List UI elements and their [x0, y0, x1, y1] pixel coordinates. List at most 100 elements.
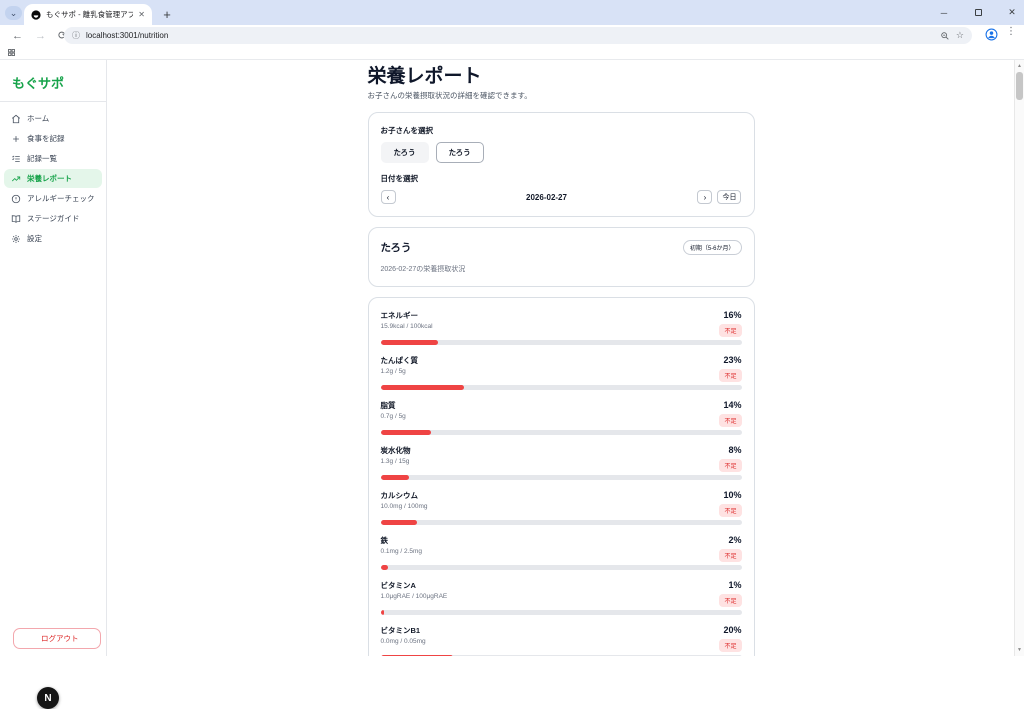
tab-search-button[interactable]: ⌄ — [5, 6, 22, 20]
sidebar-nav: ホーム 食事を記録 記録一覧 栄養レポート アレルギーチェック ステージガイド … — [0, 102, 106, 255]
scroll-down-icon[interactable]: ▼ — [1017, 647, 1022, 653]
today-button[interactable]: 今日 — [717, 190, 742, 204]
app-logo: もぐサポ — [0, 60, 106, 102]
close-button[interactable]: ✕ — [1008, 7, 1016, 17]
page-title: 栄養レポート — [367, 66, 482, 87]
sidebar-item-label: 食事を記録 — [27, 134, 65, 143]
date-select-label: 日付を選択 — [380, 174, 419, 183]
nutrient-value: 1.0μgRAE / 100μgRAE — [380, 593, 448, 600]
nutrient-list: エネルギー 15.9kcal / 100kcal 16% 不足 たんぱく質 1.… — [380, 310, 742, 656]
browser-menu-icon[interactable]: ⋮ — [1006, 26, 1016, 37]
nutrient-progress-fill — [380, 565, 388, 570]
sidebar-item-home[interactable]: ホーム — [4, 109, 102, 128]
site-info-icon[interactable]: ⓘ — [72, 31, 80, 40]
nutrient-name: 脂質 — [380, 401, 396, 410]
child-select-button[interactable]: たろう — [435, 142, 484, 163]
nutrient-row: たんぱく質 1.2g / 5g 23% 不足 — [380, 355, 742, 390]
sidebar-item-label: 記録一覧 — [27, 154, 57, 163]
reload-icon[interactable]: ⟳ — [58, 30, 68, 42]
nutrient-progress-fill — [380, 340, 439, 345]
nutrient-name: 炭水化物 — [380, 446, 411, 455]
sidebar-item-trend[interactable]: 栄養レポート — [4, 169, 102, 188]
nutrient-row: 鉄 0.1mg / 2.5mg 2% 不足 — [380, 535, 742, 570]
sidebar-item-plus[interactable]: 食事を記録 — [4, 129, 102, 148]
nutrient-progress-track — [380, 610, 742, 615]
bookmarks-bar — [0, 46, 1024, 60]
nutrient-percent: 20% — [723, 625, 742, 635]
new-tab-button[interactable]: + — [163, 6, 171, 22]
browser-toolbar: ← → ⟳ ⓘ localhost:3001/nutrition ☆ ⋮ — [0, 25, 1024, 46]
sidebar-item-label: 設定 — [27, 234, 42, 243]
back-icon[interactable]: ← — [12, 29, 23, 42]
nutrient-row: 脂質 0.7g / 5g 14% 不足 — [380, 400, 742, 435]
nutrient-progress-track — [380, 340, 742, 345]
child-select-button[interactable]: たろう — [380, 142, 429, 163]
home-icon — [11, 114, 21, 124]
selected-date: 2026-02-27 — [526, 192, 567, 202]
sidebar: もぐサポ ホーム 食事を記録 記録一覧 栄養レポート アレルギーチェック ステー… — [0, 60, 107, 656]
nutrient-status-badge: 不足 — [719, 459, 742, 472]
tab-close-icon[interactable]: ✕ — [138, 10, 145, 19]
nutrient-name: ビタミンA — [380, 581, 416, 590]
nutrient-name: カルシウム — [380, 491, 419, 500]
address-bar[interactable]: ⓘ localhost:3001/nutrition ☆ — [64, 27, 972, 44]
nutrient-row: ビタミンA 1.0μgRAE / 100μgRAE 1% 不足 — [380, 580, 742, 615]
nutrient-value: 0.7g / 5g — [380, 413, 406, 420]
nutrient-status-badge: 不足 — [719, 414, 742, 427]
nutrient-percent: 14% — [723, 400, 742, 410]
scrollbar-thumb[interactable] — [1016, 72, 1023, 100]
browser-tab[interactable]: もぐサポ - 離乳食管理アプリ ✕ — [24, 4, 152, 25]
nutrient-value: 0.1mg / 2.5mg — [380, 548, 423, 555]
nutrient-value: 1.3g / 15g — [380, 458, 410, 465]
sidebar-item-label: 栄養レポート — [27, 174, 72, 183]
selector-card: お子さんを選択 たろう たろう 日付を選択 ‹ 2026-02-27 › 今日 — [367, 112, 755, 217]
child-select-label: お子さんを選択 — [380, 126, 434, 135]
child-button-row: たろう たろう — [380, 142, 742, 163]
child-name: たろう — [380, 242, 412, 254]
nutrient-value: 10.0mg / 100mg — [380, 503, 428, 510]
list-icon — [11, 154, 21, 164]
prev-date-button[interactable]: ‹ — [380, 190, 396, 204]
minimize-button[interactable]: ─ — [940, 7, 948, 18]
nutrient-row: ビタミンB1 0.0mg / 0.05mg 20% 不足 — [380, 625, 742, 656]
sidebar-item-label: アレルギーチェック — [27, 194, 95, 203]
nutrient-row: エネルギー 15.9kcal / 100kcal 16% 不足 — [380, 310, 742, 345]
maximize-button[interactable] — [972, 9, 984, 16]
nutrient-progress-track — [380, 430, 742, 435]
nutrient-progress-track — [380, 520, 742, 525]
forward-icon[interactable]: → — [35, 29, 46, 42]
logout-button[interactable]: ログアウト — [13, 628, 101, 649]
sidebar-item-alert[interactable]: アレルギーチェック — [4, 189, 102, 208]
sidebar-item-label: ホーム — [27, 114, 50, 123]
page-scrollbar[interactable]: ▲ ▼ — [1014, 60, 1024, 656]
apps-grid-icon[interactable] — [7, 48, 16, 57]
nutrient-percent: 16% — [723, 310, 742, 320]
sidebar-item-label: ステージガイド — [27, 214, 80, 223]
sidebar-item-book[interactable]: ステージガイド — [4, 209, 102, 228]
nutrient-percent: 1% — [728, 580, 742, 590]
profile-avatar[interactable] — [985, 28, 998, 41]
stage-badge: 初期（5-6か月） — [682, 240, 742, 255]
nutrient-progress-fill — [380, 520, 417, 525]
tab-title: もぐサポ - 離乳食管理アプリ — [46, 10, 134, 19]
nutrient-row: カルシウム 10.0mg / 100mg 10% 不足 — [380, 490, 742, 525]
nutrient-percent: 10% — [723, 490, 742, 500]
app-root: もぐサポ ホーム 食事を記録 記録一覧 栄養レポート アレルギーチェック ステー… — [0, 60, 1014, 709]
nutrient-value: 1.2g / 5g — [380, 368, 406, 375]
summary-card: たろう 初期（5-6か月） 2026-02-27の栄養摂取状況 — [367, 227, 755, 287]
sidebar-item-list[interactable]: 記録一覧 — [4, 149, 102, 168]
nutrient-row: 炭水化物 1.3g / 15g 8% 不足 — [380, 445, 742, 480]
nutrient-progress-track — [380, 565, 742, 570]
sidebar-item-gear[interactable]: 設定 — [4, 229, 102, 248]
favicon — [31, 9, 41, 20]
nutrient-progress-fill — [380, 430, 432, 435]
trend-icon — [11, 174, 21, 184]
nutrient-percent: 2% — [728, 535, 742, 545]
summary-subtitle: 2026-02-27の栄養摂取状況 — [380, 266, 466, 273]
next-date-button[interactable]: › — [697, 190, 713, 204]
nutrient-status-badge: 不足 — [719, 594, 742, 607]
zoom-icon[interactable] — [940, 31, 950, 41]
nextjs-dev-badge[interactable]: N — [37, 687, 59, 709]
bookmark-star-icon[interactable]: ☆ — [955, 30, 964, 40]
scroll-up-icon[interactable]: ▲ — [1017, 63, 1022, 69]
